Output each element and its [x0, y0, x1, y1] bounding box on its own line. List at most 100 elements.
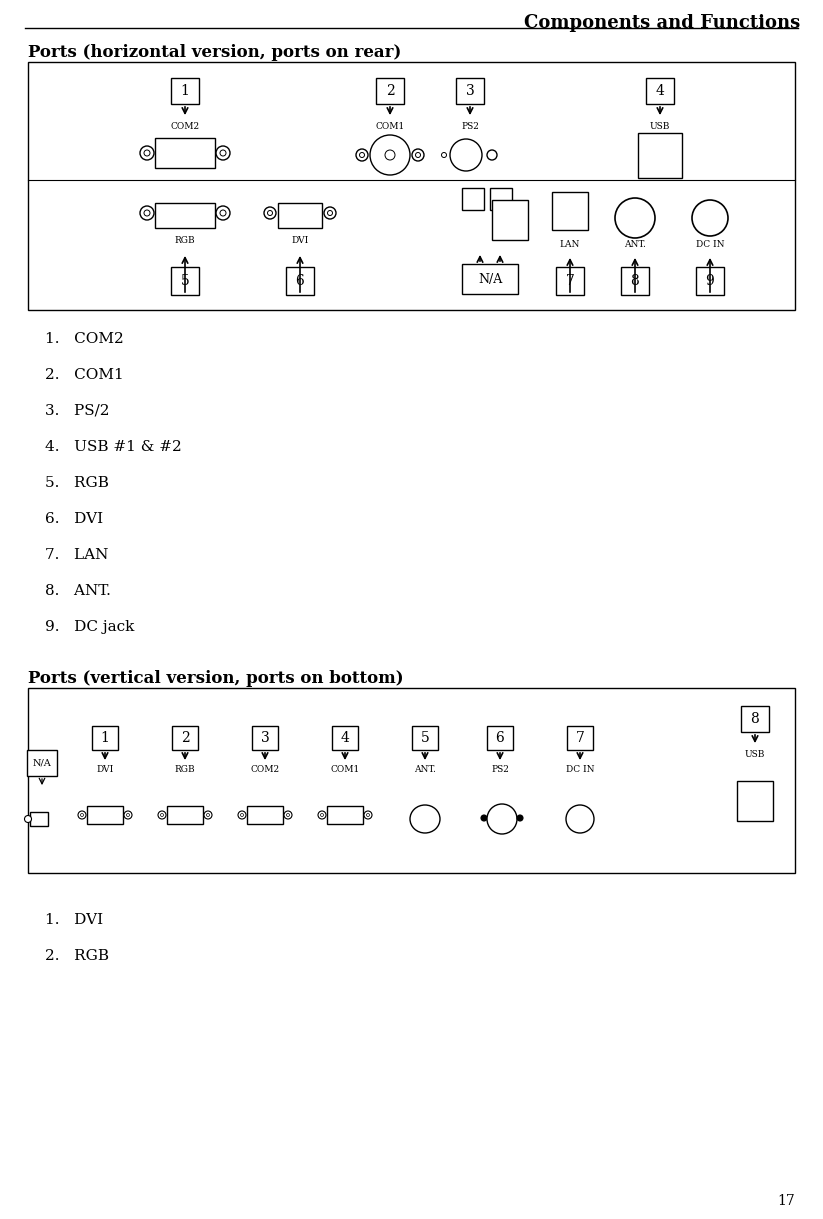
Text: 1: 1 — [100, 731, 109, 745]
Text: 3: 3 — [466, 84, 474, 98]
Ellipse shape — [487, 805, 517, 834]
Bar — [638, 133, 682, 178]
Text: PS2: PS2 — [491, 766, 509, 774]
Bar — [167, 806, 203, 824]
Circle shape — [487, 150, 497, 160]
Ellipse shape — [410, 805, 440, 833]
Text: PS2: PS2 — [461, 122, 479, 130]
Bar — [741, 706, 769, 731]
Bar — [252, 727, 278, 750]
Circle shape — [264, 207, 276, 219]
Circle shape — [328, 211, 332, 216]
Circle shape — [320, 813, 323, 817]
Circle shape — [416, 152, 421, 157]
Circle shape — [324, 207, 336, 219]
Circle shape — [144, 210, 150, 216]
Bar — [92, 727, 118, 750]
Text: ANT.: ANT. — [624, 240, 646, 249]
Bar — [646, 78, 674, 104]
Text: 5: 5 — [421, 731, 430, 745]
Text: 6: 6 — [295, 274, 305, 288]
Circle shape — [220, 210, 226, 216]
Bar — [247, 806, 283, 824]
Circle shape — [140, 206, 154, 219]
Circle shape — [240, 813, 244, 817]
Circle shape — [366, 813, 370, 817]
Text: N/A: N/A — [33, 758, 51, 768]
Text: 9.   DC jack: 9. DC jack — [45, 620, 134, 634]
Text: 2.   COM1: 2. COM1 — [45, 368, 123, 382]
Circle shape — [615, 197, 655, 238]
Circle shape — [450, 139, 482, 171]
Text: 4: 4 — [656, 84, 664, 98]
Text: 5: 5 — [180, 274, 189, 288]
Text: 1.   DVI: 1. DVI — [45, 913, 103, 926]
Text: 8: 8 — [751, 712, 760, 727]
Text: USB: USB — [745, 750, 765, 759]
Text: 2: 2 — [180, 731, 189, 745]
Circle shape — [216, 206, 230, 219]
Bar — [172, 727, 198, 750]
Bar — [552, 193, 588, 230]
Text: 6.   DVI: 6. DVI — [45, 512, 103, 527]
Circle shape — [517, 816, 523, 822]
Bar — [278, 204, 322, 228]
Text: 3: 3 — [261, 731, 269, 745]
Bar — [171, 267, 199, 295]
Circle shape — [81, 813, 83, 817]
Bar — [490, 188, 512, 210]
Text: 5.   RGB: 5. RGB — [45, 475, 109, 490]
Text: N/A: N/A — [478, 273, 502, 285]
Text: 1: 1 — [180, 84, 189, 98]
Circle shape — [144, 150, 150, 156]
Text: 7.   LAN: 7. LAN — [45, 549, 109, 562]
Text: Ports (horizontal version, ports on rear): Ports (horizontal version, ports on rear… — [28, 44, 402, 61]
Ellipse shape — [566, 805, 594, 833]
Text: 1.   COM2: 1. COM2 — [45, 332, 123, 346]
Circle shape — [207, 813, 210, 817]
Bar — [567, 727, 593, 750]
Text: USB: USB — [650, 122, 670, 130]
Circle shape — [284, 811, 292, 819]
Circle shape — [160, 813, 164, 817]
Text: 2.   RGB: 2. RGB — [45, 950, 109, 963]
Text: 3.   PS/2: 3. PS/2 — [45, 403, 109, 418]
Text: Components and Functions: Components and Functions — [523, 13, 800, 32]
Circle shape — [385, 150, 395, 160]
Bar — [376, 78, 404, 104]
Circle shape — [364, 811, 372, 819]
Circle shape — [127, 813, 129, 817]
Circle shape — [360, 152, 365, 157]
Bar — [30, 812, 48, 826]
Text: RGB: RGB — [174, 236, 195, 245]
Bar — [155, 204, 215, 228]
Bar — [737, 781, 773, 822]
Bar — [462, 265, 518, 294]
Text: DVI: DVI — [96, 766, 114, 774]
Bar — [456, 78, 484, 104]
Text: 2: 2 — [386, 84, 394, 98]
Text: COM2: COM2 — [170, 122, 199, 130]
Circle shape — [692, 200, 728, 236]
Text: 8: 8 — [630, 274, 639, 288]
Text: ANT.: ANT. — [414, 766, 436, 774]
Bar — [462, 188, 484, 210]
Text: COM2: COM2 — [250, 766, 280, 774]
Text: Ports (vertical version, ports on bottom): Ports (vertical version, ports on bottom… — [28, 670, 403, 688]
Circle shape — [158, 811, 166, 819]
Text: 17: 17 — [777, 1193, 795, 1208]
Circle shape — [124, 811, 132, 819]
Text: 7: 7 — [565, 274, 574, 288]
Circle shape — [25, 816, 31, 823]
Text: DVI: DVI — [291, 236, 309, 245]
Text: DC IN: DC IN — [695, 240, 724, 249]
Text: 8.   ANT.: 8. ANT. — [45, 584, 111, 599]
Circle shape — [370, 135, 410, 176]
Text: 6: 6 — [495, 731, 504, 745]
Circle shape — [267, 211, 272, 216]
Text: COM1: COM1 — [375, 122, 405, 130]
Text: 4: 4 — [341, 731, 350, 745]
Text: 4.   USB #1 & #2: 4. USB #1 & #2 — [45, 440, 182, 453]
Text: LAN: LAN — [560, 240, 580, 249]
Bar — [286, 267, 314, 295]
